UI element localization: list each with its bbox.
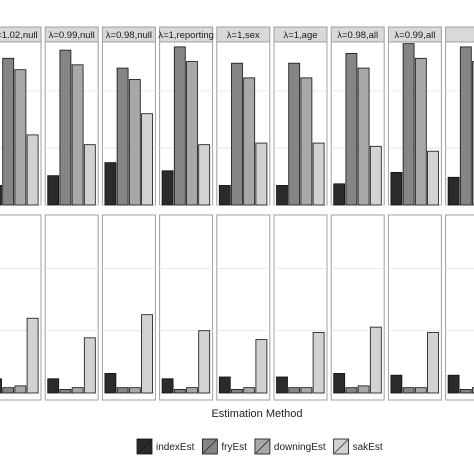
bar (116, 387, 129, 394)
bar (427, 150, 439, 206)
bar (218, 185, 231, 206)
bar (427, 332, 439, 394)
bar (288, 62, 301, 206)
facet-strip (387, 26, 442, 43)
bar (345, 53, 358, 206)
bar (255, 339, 268, 394)
bar (26, 134, 39, 206)
facet-label: λ=1,age (283, 30, 317, 41)
bar (26, 317, 39, 394)
legend-label: indexEst (156, 442, 195, 453)
bar (300, 387, 313, 394)
bar (14, 385, 27, 394)
bar (59, 389, 72, 394)
facet-strip (330, 26, 385, 43)
facet-strip (159, 26, 214, 43)
bar (333, 373, 346, 394)
bar (104, 162, 117, 206)
bar (357, 385, 370, 394)
facet-label: λ=1,sex (227, 30, 260, 41)
bar (333, 183, 346, 206)
bar (141, 314, 153, 394)
bar (198, 144, 211, 206)
bar (390, 171, 403, 206)
bar (231, 389, 243, 394)
bar (161, 170, 174, 206)
bar (186, 387, 198, 394)
legend-label: fryEst (221, 442, 247, 453)
bar (276, 185, 288, 206)
bar (345, 387, 358, 394)
facet-strip (273, 26, 328, 43)
bar (116, 67, 129, 206)
bar (0, 378, 2, 394)
x-axis-title: Estimation Method (211, 408, 302, 420)
bar (414, 57, 427, 206)
bar (357, 67, 370, 206)
legend-key-slash (137, 439, 152, 454)
bar (414, 387, 427, 394)
bar (71, 387, 84, 394)
facet-strip (445, 26, 474, 43)
legend-key-slash (255, 439, 270, 454)
bar (390, 374, 403, 394)
bar (231, 62, 243, 206)
bar (312, 142, 325, 206)
legend-label: downingEst (274, 442, 326, 453)
bar (369, 326, 382, 394)
bar (161, 378, 174, 394)
bar (83, 144, 96, 206)
bar (2, 387, 15, 394)
bar (59, 49, 72, 206)
bar (173, 46, 186, 206)
bar (459, 389, 472, 394)
bar (472, 387, 474, 394)
bar (288, 387, 301, 394)
bar (369, 145, 382, 206)
facet-label: λ=0.98,all (337, 30, 378, 41)
bar (47, 175, 60, 206)
bar (243, 387, 256, 394)
facet-label: λ=1,reporting (158, 30, 214, 41)
bar (186, 61, 198, 206)
legend-key-slash (203, 439, 217, 454)
bar (402, 387, 415, 394)
bar (300, 77, 313, 206)
facet-label: λ=1.02,null (0, 30, 38, 41)
bar (198, 330, 211, 394)
legend-key-slash (334, 439, 348, 454)
panel (445, 214, 474, 401)
bar (104, 373, 117, 394)
bar (2, 57, 15, 206)
bar (447, 374, 460, 394)
facet-label: λ=0.99,null (49, 30, 95, 41)
bar (218, 376, 231, 394)
facet-label: λ=0.98,null (106, 30, 152, 41)
facet-label: λ=0.99,all (394, 30, 435, 41)
bar (243, 77, 256, 206)
bar (276, 376, 288, 394)
bar (0, 185, 2, 206)
bar (255, 142, 268, 206)
bar (173, 389, 186, 394)
bar (402, 43, 415, 206)
bar (71, 64, 84, 206)
bar (447, 176, 460, 206)
bar (312, 332, 325, 394)
bar (128, 79, 141, 206)
bar (459, 46, 472, 206)
facet-strip (0, 26, 42, 43)
facet-strip (44, 26, 99, 43)
bar (83, 337, 96, 394)
panel (159, 214, 214, 401)
bar (141, 113, 153, 206)
facet-strip (101, 26, 156, 43)
bar (472, 61, 474, 206)
bar (14, 69, 27, 206)
legend-label: sakEst (353, 442, 383, 453)
facet-strip (216, 26, 271, 43)
bar (128, 387, 141, 394)
bar (47, 378, 60, 394)
